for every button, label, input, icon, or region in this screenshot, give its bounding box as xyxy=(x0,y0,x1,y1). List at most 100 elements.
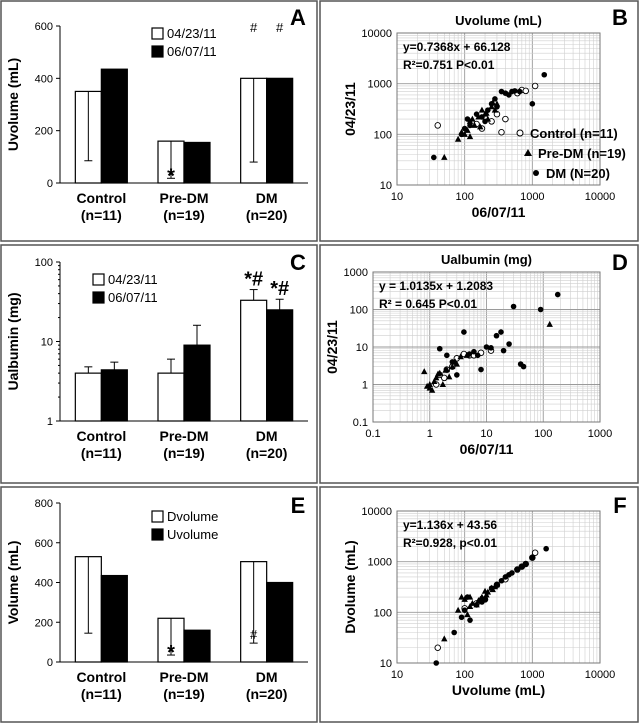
data-point-triangle xyxy=(423,382,431,389)
plot-border xyxy=(396,510,601,664)
data-point-filled-circle xyxy=(522,561,529,567)
data-point-filled-circle xyxy=(493,332,500,339)
data-point-open-circle xyxy=(434,122,441,129)
y-tick-label: 1000 xyxy=(344,267,368,279)
data-point-filled-circle xyxy=(488,585,495,591)
y-tick-label: 10000 xyxy=(361,28,392,40)
data-point-triangle xyxy=(478,106,486,113)
y-tick-label: 1 xyxy=(362,380,368,392)
data-point-filled-circle xyxy=(467,617,473,623)
legend-swatch xyxy=(151,27,164,40)
data-point-filled-circle xyxy=(529,554,536,561)
panel-letter-e: E xyxy=(291,493,306,518)
legend-swatch xyxy=(151,510,164,523)
bar-060711-dm xyxy=(266,309,294,422)
regression-equation: y=0.7368x + 66.128 xyxy=(403,40,511,54)
y-tick-label: 100 xyxy=(35,257,53,269)
category-n-label: (n=20) xyxy=(246,686,288,702)
y-tick-label: 1000 xyxy=(368,557,392,569)
y-axis-label: Uvolume (mL) xyxy=(5,58,21,151)
y-tick-label: 1000 xyxy=(368,79,392,91)
y-axis-label: Dvolume (mL) xyxy=(342,540,358,633)
y-tick-label: 100 xyxy=(374,607,392,619)
data-point-filled-circle xyxy=(482,118,488,125)
x-tick-label: 100 xyxy=(534,428,552,440)
category-n-label: (n=11) xyxy=(81,207,122,223)
panel-letter-f: F xyxy=(613,493,626,518)
legend-marker-filled-circle xyxy=(533,170,539,176)
legend-label: Uvolume xyxy=(167,527,218,542)
data-point-triangle xyxy=(491,106,499,113)
panel-frame-e xyxy=(0,486,318,723)
data-point-triangle xyxy=(469,115,476,122)
data-point-triangle xyxy=(426,381,433,387)
bar-042311-pre-dm xyxy=(157,372,185,422)
legend-label: Control (n=11) xyxy=(530,126,618,141)
data-point-triangle xyxy=(471,121,478,128)
data-point-filled-circle xyxy=(473,602,480,608)
data-point-filled-circle xyxy=(478,366,484,373)
data-point-filled-circle xyxy=(510,303,517,310)
regression-stats: R² = 0.645 P<0.01 xyxy=(379,297,477,311)
plot-border xyxy=(396,32,601,186)
x-axis-label: 06/07/11 xyxy=(472,204,526,220)
y-tick-label: 200 xyxy=(35,617,53,629)
x-tick-label: 10 xyxy=(391,191,403,203)
category-label: Pre-DM xyxy=(159,190,208,206)
data-point-filled-circle xyxy=(464,594,471,600)
significance-mark: * xyxy=(167,642,175,664)
data-point-filled-circle xyxy=(433,660,440,666)
data-point-triangle xyxy=(449,363,456,370)
legend-label: 04/23/11 xyxy=(167,26,217,41)
data-point-triangle xyxy=(457,353,464,360)
data-point-triangle xyxy=(458,593,465,600)
data-point-triangle xyxy=(439,381,447,387)
category-label: Control xyxy=(76,190,126,206)
y-tick-label: 100 xyxy=(350,305,368,317)
category-n-label: (n=11) xyxy=(81,445,122,461)
scatter-chart-d: 0.1 1 10 100 1000 0.1 1 10 100 1000 06/07/11 04/23/… xyxy=(324,252,612,457)
legend-label: 04/23/11 xyxy=(108,272,158,287)
y-axis-label: Ualbumin (mg) xyxy=(5,293,21,391)
legend-swatch xyxy=(151,45,164,58)
data-point-filled-circle xyxy=(461,329,467,335)
bar-chart-e: 0 200 400 600 800 Volume (mL) Control(n=11) Pre… xyxy=(5,498,308,702)
data-point-triangle xyxy=(441,153,448,160)
data-point-filled-circle xyxy=(436,345,443,352)
bar-042311-dm xyxy=(240,299,268,422)
regression-stats: R²=0.928, p<0.01 xyxy=(403,536,497,550)
regression-equation: y = 1.0135x + 1.2083 xyxy=(379,279,493,293)
data-point-filled-circle xyxy=(541,71,548,78)
regression-stats: R²=0.751 P<0.01 xyxy=(403,58,495,72)
panel-letter-b: B xyxy=(612,5,628,30)
data-point-filled-circle xyxy=(488,345,494,351)
data-point-filled-circle xyxy=(498,329,504,335)
y-tick-label: 0.1 xyxy=(353,417,368,429)
category-n-label: (n=20) xyxy=(246,445,288,461)
category-n-label: (n=19) xyxy=(163,445,205,461)
y-tick-label: 0 xyxy=(47,657,53,669)
data-point-open-circle xyxy=(434,644,441,651)
data-point-filled-circle xyxy=(498,577,505,584)
bar-060711-pre-dm xyxy=(183,344,211,422)
data-point-filled-circle xyxy=(492,96,498,102)
legend-label: Dvolume xyxy=(167,509,218,524)
data-point-filled-circle xyxy=(454,372,460,378)
legend-label: DM (N=20) xyxy=(546,166,610,181)
category-label: Pre-DM xyxy=(159,428,208,444)
y-tick-label: 10 xyxy=(356,342,368,354)
category-n-label: (n=11) xyxy=(81,686,122,702)
x-tick-label: 10000 xyxy=(585,191,616,203)
legend-swatch xyxy=(92,273,105,286)
bar-060711-control xyxy=(100,369,128,422)
data-point-filled-circle xyxy=(466,351,473,357)
data-point-triangle xyxy=(464,611,471,618)
chart-title: Uvolume (mL) xyxy=(455,13,542,28)
data-point-filled-circle xyxy=(473,111,480,117)
data-point-triangle xyxy=(461,595,468,602)
category-label: Pre-DM xyxy=(159,669,208,685)
y-tick-label: 0 xyxy=(47,178,53,190)
significance-mark: # xyxy=(250,20,258,35)
category-n-label: (n=19) xyxy=(163,207,205,223)
data-point-triangle xyxy=(454,135,462,142)
